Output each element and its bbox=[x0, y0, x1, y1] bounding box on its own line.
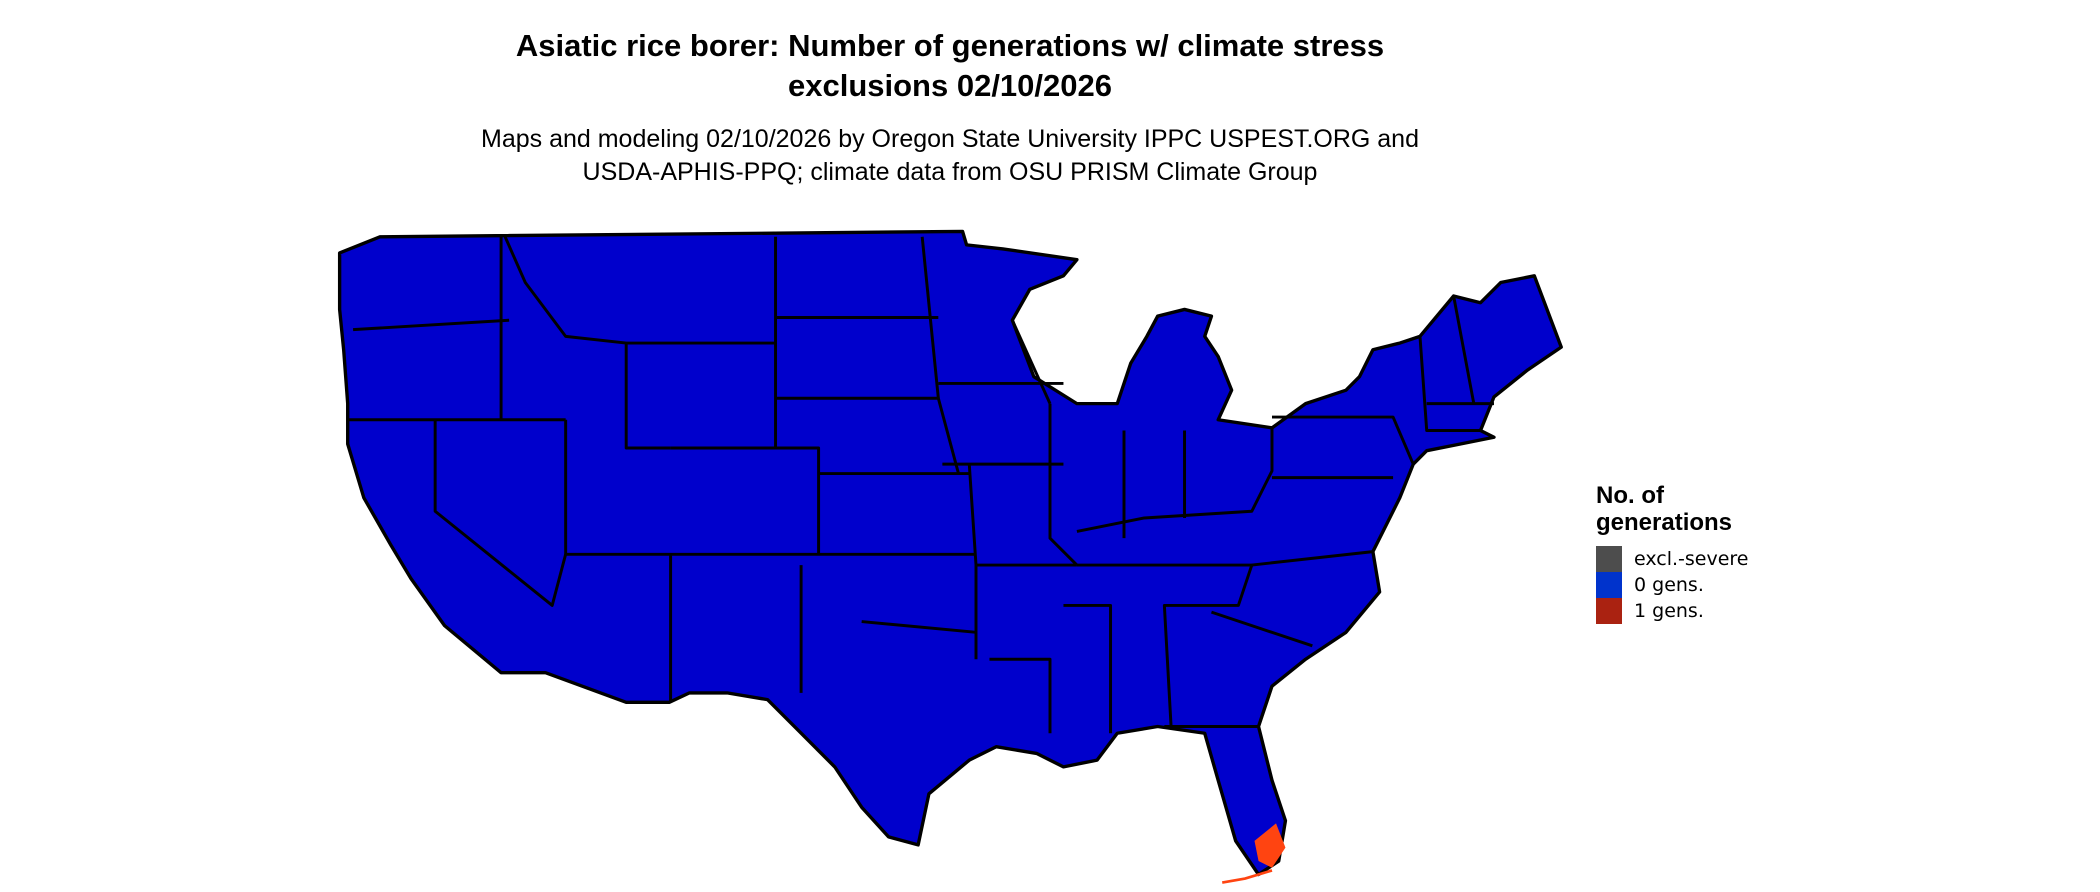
legend-label: 0 gens. bbox=[1634, 574, 1704, 596]
south-florida-1-gen-area bbox=[1254, 823, 1286, 868]
title-line-2: exclusions 02/10/2026 bbox=[787, 68, 1112, 103]
legend-swatch bbox=[1596, 598, 1622, 624]
legend-swatch bbox=[1596, 546, 1622, 572]
map-title: Asiatic rice borer: Number of generation… bbox=[0, 26, 1900, 106]
legend-title-line-1: No. of bbox=[1596, 482, 1664, 509]
legend-label: 1 gens. bbox=[1634, 600, 1704, 622]
florida-keys bbox=[1221, 869, 1273, 884]
title-line-1: Asiatic rice borer: Number of generation… bbox=[515, 28, 1385, 63]
legend-swatch bbox=[1596, 572, 1622, 598]
legend: No. of generations excl.-severe 0 gens. … bbox=[1596, 482, 1749, 624]
subtitle-line-2: USDA-APHIS-PPQ; climate data from OSU PR… bbox=[582, 158, 1318, 186]
legend-title-line-2: generations bbox=[1596, 509, 1733, 536]
legend-label: excl.-severe bbox=[1634, 548, 1749, 570]
map-subtitle: Maps and modeling 02/10/2026 by Oregon S… bbox=[0, 123, 1900, 189]
legend-title: No. of generations bbox=[1596, 482, 1749, 536]
state-borders bbox=[347, 236, 1494, 734]
subtitle-line-1: Maps and modeling 02/10/2026 by Oregon S… bbox=[481, 125, 1419, 153]
legend-item-1-gens: 1 gens. bbox=[1596, 598, 1749, 624]
legend-item-0-gens: 0 gens. bbox=[1596, 572, 1749, 598]
legend-item-excl-severe: excl.-severe bbox=[1596, 546, 1749, 572]
